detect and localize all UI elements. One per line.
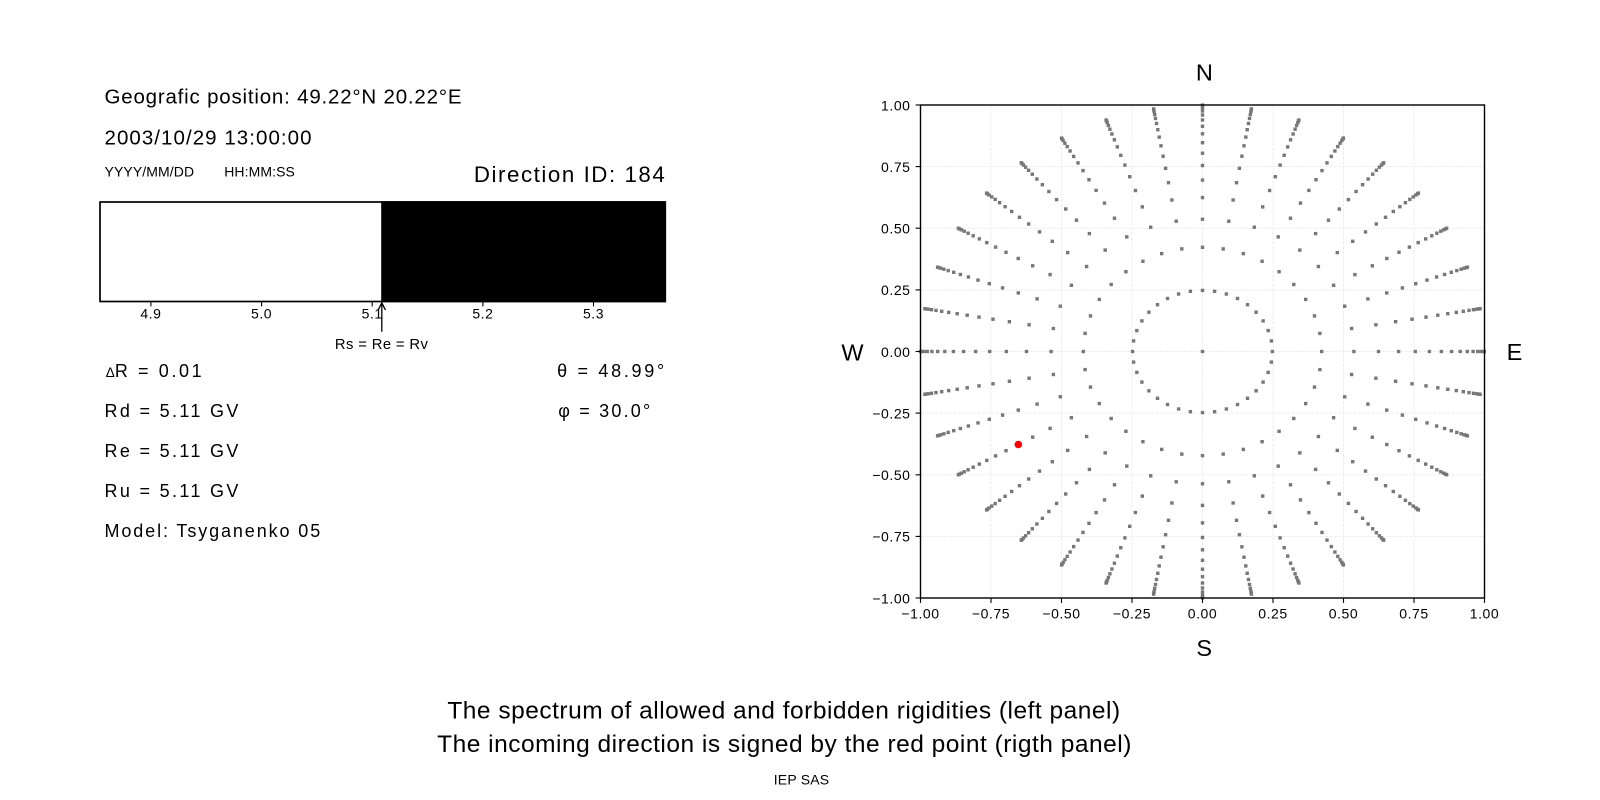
svg-text:−0.50: −0.50	[1042, 606, 1080, 622]
svg-text:W: W	[841, 340, 864, 366]
svg-text:ΔR = 0.01: ΔR = 0.01	[106, 361, 204, 381]
svg-text:0.25: 0.25	[1258, 606, 1287, 622]
svg-text:Geografic position: 49.22°N 20: Geografic position: 49.22°N 20.22°E	[105, 86, 463, 109]
svg-text:0.75: 0.75	[1399, 606, 1428, 622]
svg-text:−0.25: −0.25	[1113, 606, 1151, 622]
svg-text:5.1: 5.1	[362, 306, 383, 322]
svg-text:5.3: 5.3	[583, 306, 604, 322]
svg-text:The incoming direction is sign: The incoming direction is signed by the …	[437, 731, 1132, 758]
svg-text:E: E	[1507, 339, 1523, 365]
svg-text:−0.50: −0.50	[872, 467, 910, 483]
svg-text:The spectrum of allowed and fo: The spectrum of allowed and forbidden ri…	[447, 698, 1120, 725]
svg-text:5.0: 5.0	[251, 306, 272, 322]
svg-text:IEP SAS: IEP SAS	[774, 772, 830, 788]
svg-text:−1.00: −1.00	[901, 606, 939, 622]
svg-text:0.00: 0.00	[881, 344, 910, 360]
svg-text:0.00: 0.00	[1188, 606, 1217, 622]
svg-text:0.50: 0.50	[1329, 606, 1358, 622]
svg-text:−0.75: −0.75	[872, 529, 910, 545]
svg-text:S: S	[1196, 635, 1212, 661]
svg-text:φ = 30.0°: φ = 30.0°	[558, 401, 652, 421]
svg-text:Rs = Re = Rv: Rs = Re = Rv	[335, 337, 429, 353]
svg-text:0.25: 0.25	[881, 282, 910, 298]
svg-text:Model: Tsyganenko 05: Model: Tsyganenko 05	[105, 521, 323, 541]
svg-text:1.00: 1.00	[881, 97, 910, 113]
svg-text:HH:MM:SS: HH:MM:SS	[224, 164, 295, 180]
svg-text:Re = 5.11 GV: Re = 5.11 GV	[105, 441, 241, 461]
svg-text:2003/10/29 13:00:00: 2003/10/29 13:00:00	[105, 127, 313, 150]
svg-text:−0.75: −0.75	[972, 606, 1010, 622]
svg-text:−0.25: −0.25	[872, 405, 910, 421]
svg-text:Direction ID: 184: Direction ID: 184	[474, 162, 666, 187]
svg-text:N: N	[1196, 60, 1213, 86]
svg-text:1.00: 1.00	[1470, 606, 1499, 622]
svg-text:0.50: 0.50	[881, 221, 910, 237]
svg-text:YYYY/MM/DD: YYYY/MM/DD	[105, 164, 195, 180]
svg-text:4.9: 4.9	[140, 306, 161, 322]
svg-text:Rd = 5.11 GV: Rd = 5.11 GV	[105, 401, 241, 421]
svg-text:5.2: 5.2	[472, 306, 493, 322]
svg-text:θ = 48.99°: θ = 48.99°	[557, 361, 667, 381]
svg-text:Ru = 5.11 GV: Ru = 5.11 GV	[105, 481, 241, 501]
svg-text:−1.00: −1.00	[872, 590, 910, 606]
svg-text:0.75: 0.75	[881, 159, 910, 175]
